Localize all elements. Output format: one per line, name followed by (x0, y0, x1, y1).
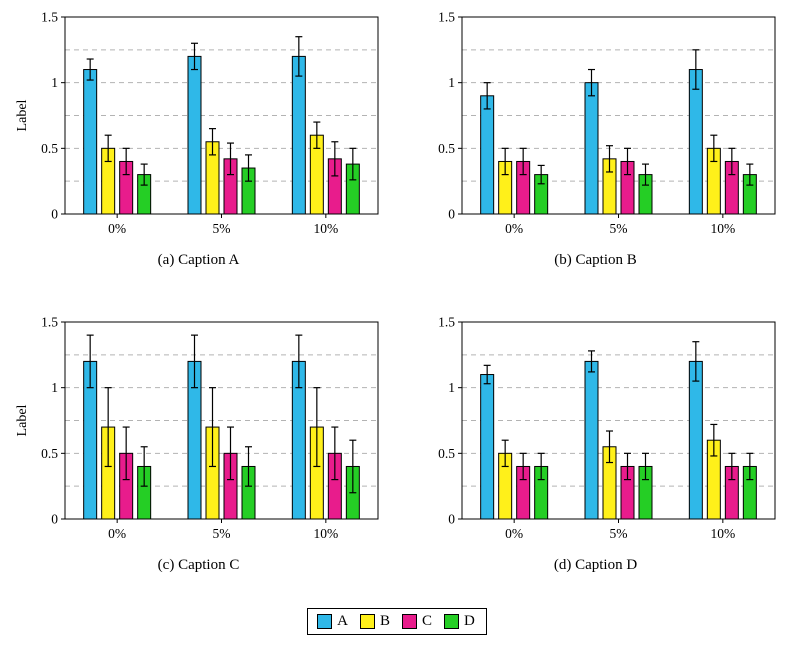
y-tick-label: 1 (51, 380, 58, 395)
legend-entry-c: C (402, 614, 432, 629)
x-tick-label: 5% (212, 526, 230, 541)
y-tick-label: 0 (51, 512, 58, 527)
x-tick-label: 10% (710, 526, 735, 541)
legend-label-b: B (379, 613, 390, 629)
bar-A (688, 360, 703, 520)
x-tick-label: 0% (505, 526, 523, 541)
x-tick-label: 10% (710, 221, 735, 236)
x-tick-label: 10% (313, 526, 338, 541)
subplot-d-caption: (d) Caption D (553, 557, 638, 573)
y-tick-label: 1 (51, 75, 58, 90)
legend-swatch-a (317, 614, 333, 629)
subplot-b: 0 0.5 1 1.5 0% 5% 10% (b) Caption B (397, 8, 794, 269)
bar-A (479, 374, 494, 520)
legend-entry-d: D (444, 614, 475, 629)
subplot-a-caption: (a) Caption A (157, 252, 240, 268)
x-tick-label: 0% (108, 221, 126, 236)
y-tick-label: 1.5 (41, 315, 58, 330)
bar-A (82, 69, 97, 215)
legend-label-c: C (422, 613, 433, 629)
figure: 0 0.5 1 1.5 0% 5% 10% Label (a) Caption A 0 0.5 1… (0, 8, 794, 635)
x-tick-label: 0% (505, 221, 523, 236)
y-tick-label: 0.5 (41, 446, 58, 461)
legend-entry-a: A (317, 614, 348, 629)
subplot-c-caption: (c) Caption C (157, 557, 240, 573)
x-tick-label: 5% (609, 526, 627, 541)
legend-swatch-c (402, 614, 417, 629)
x-tick-label: 10% (313, 221, 338, 236)
bar-A (584, 360, 598, 520)
y-tick-label: 0 (448, 512, 455, 527)
chart-b-canvas: 0 0.5 1 1.5 0% 5% 10% (438, 10, 775, 236)
y-tick-label: 0.5 (438, 141, 455, 156)
y-tick-label: 0.5 (41, 141, 58, 156)
legend: A B C D (307, 608, 487, 635)
subplot-grid: 0 0.5 1 1.5 0% 5% 10% Label (a) Caption A 0 0.5 1… (0, 8, 794, 574)
subplot-a: 0 0.5 1 1.5 0% 5% 10% Label (a) Caption A (0, 8, 397, 269)
chart-c-canvas: 0 0.5 1 1.5 0% 5% 10% Label (15, 315, 378, 541)
subplot-c: 0 0.5 1 1.5 0% 5% 10% Label (c) Caption C (0, 313, 397, 574)
y-tick-label: 1 (448, 75, 455, 90)
subplot-d: 0 0.5 1 1.5 0% 5% 10% (d) Caption D (397, 313, 794, 574)
chart-a-canvas: 0 0.5 1 1.5 0% 5% 10% Label (15, 10, 378, 236)
x-tick-label: 5% (609, 221, 627, 236)
y-tick-label: 1.5 (438, 10, 455, 25)
y-tick-label: 0 (448, 207, 455, 222)
y-tick-label: 1.5 (41, 10, 58, 25)
legend-row: A B C D (0, 608, 794, 635)
y-axis-label: Label (15, 404, 30, 436)
y-tick-label: 1.5 (438, 315, 455, 330)
x-tick-label: 0% (108, 526, 126, 541)
bar-A (187, 55, 201, 215)
y-axis-label: Label (15, 99, 30, 131)
y-tick-label: 0.5 (438, 446, 455, 461)
chart-d-canvas: 0 0.5 1 1.5 0% 5% 10% (438, 315, 775, 541)
bar-A (688, 69, 703, 215)
legend-label-d: D (464, 613, 475, 629)
y-tick-label: 0 (51, 207, 58, 222)
bar-A (479, 95, 494, 215)
y-tick-label: 1 (448, 380, 455, 395)
legend-entry-b: B (359, 613, 390, 629)
legend-swatch-d (444, 614, 460, 629)
subplot-b-caption: (b) Caption B (554, 252, 637, 268)
bar-A (584, 82, 598, 215)
bar-A (291, 55, 306, 215)
legend-swatch-b (359, 614, 375, 629)
x-tick-label: 5% (212, 221, 230, 236)
legend-label-a: A (337, 613, 348, 629)
